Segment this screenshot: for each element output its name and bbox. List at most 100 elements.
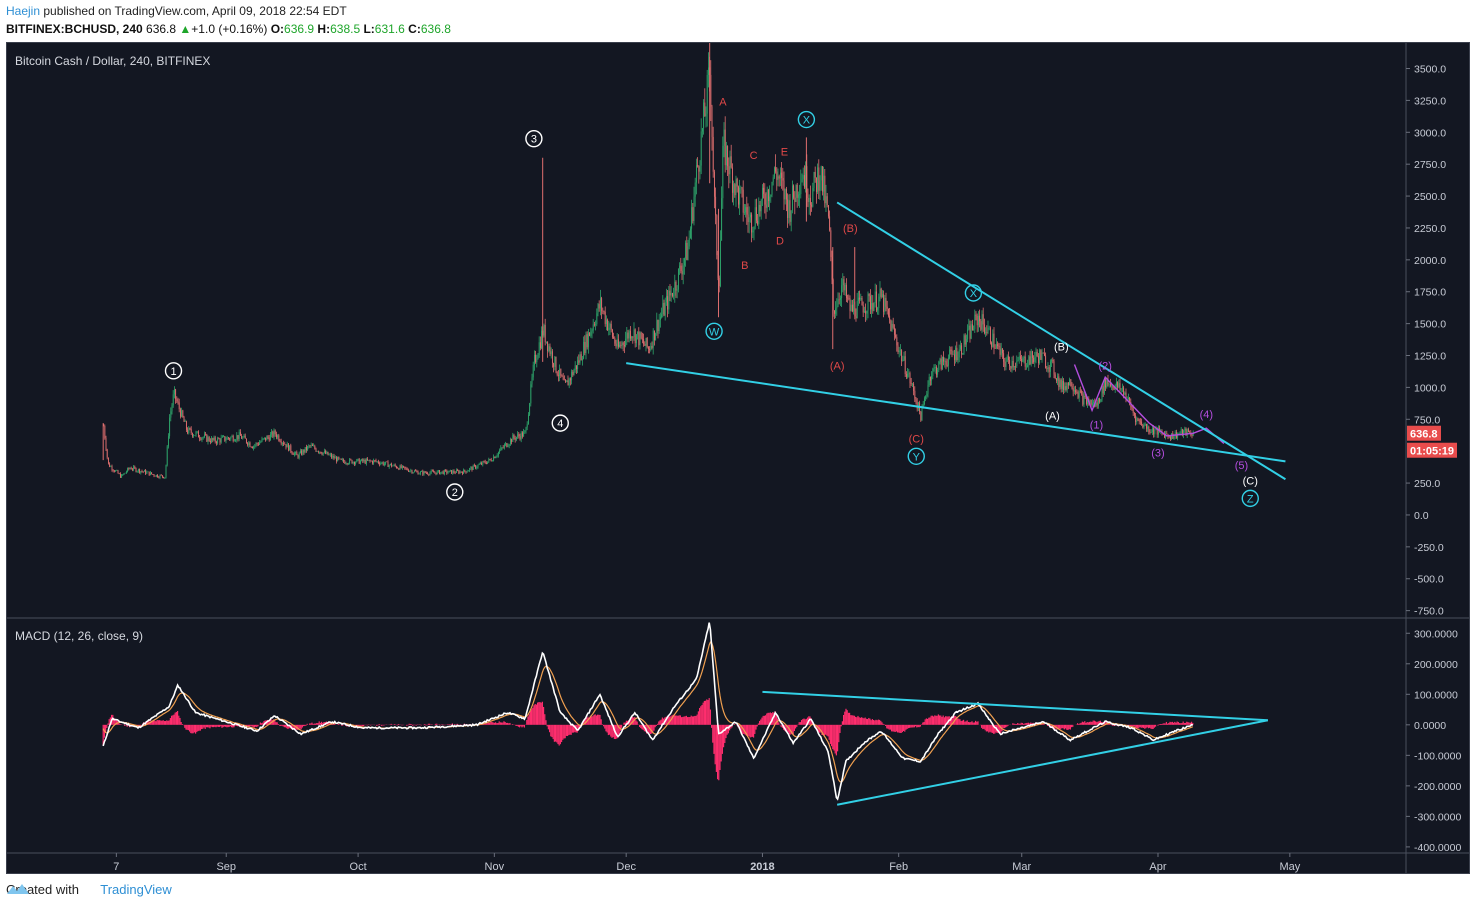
candle-body	[958, 349, 960, 358]
candle-body	[218, 438, 220, 440]
candle-body	[319, 451, 321, 453]
close-value: 636.8	[420, 22, 451, 36]
candle-body	[1053, 361, 1055, 375]
candle-body	[323, 451, 325, 453]
candle-body	[1058, 376, 1060, 387]
candle-body	[1108, 383, 1110, 385]
candle-body	[1109, 383, 1111, 386]
candle-body	[867, 293, 869, 311]
candle-body	[1027, 365, 1029, 367]
candle-body	[763, 187, 765, 194]
chart-stage[interactable]: 3500.0 3250.0 3000.0 2750.0 2500.0 2250.0 2000…	[6, 42, 1470, 874]
candle-body	[442, 471, 444, 475]
candle-body	[693, 196, 695, 222]
candle-body	[392, 465, 394, 467]
candle-body	[242, 437, 244, 439]
candle-body	[935, 367, 937, 375]
candle-body	[233, 440, 235, 442]
candle-body	[1100, 399, 1102, 402]
candle-body	[279, 440, 281, 442]
candle-body	[219, 439, 221, 443]
candle-body	[494, 456, 496, 459]
candle-body	[231, 436, 233, 438]
candle-body	[418, 473, 420, 475]
candle-body	[854, 304, 856, 317]
candle-body	[123, 473, 125, 475]
candle-body	[314, 445, 316, 449]
candle-body	[921, 407, 923, 421]
candle-body	[1132, 408, 1134, 413]
candle-body	[409, 470, 411, 472]
candle-body	[664, 302, 666, 316]
candle-body	[188, 428, 190, 434]
author-link[interactable]: Haejin	[6, 4, 41, 18]
candle-body	[634, 329, 636, 344]
candle-body	[435, 472, 437, 475]
candle-body	[304, 446, 306, 453]
candle-body	[964, 335, 966, 345]
candle-body	[226, 437, 228, 440]
candle-body	[796, 184, 798, 198]
candle-body	[1067, 382, 1069, 386]
candle-body	[583, 341, 585, 359]
candle-body	[487, 461, 489, 464]
candle-body	[1180, 429, 1182, 434]
candle-body	[1005, 361, 1007, 367]
candle-body	[208, 437, 210, 442]
candle-body	[1113, 387, 1115, 390]
candle-body	[1111, 384, 1113, 386]
candle-body	[893, 327, 895, 335]
candle-body	[752, 230, 754, 233]
symbol-name[interactable]: BITFINEX:BCHUSD, 240	[6, 22, 143, 36]
candle-body	[389, 463, 391, 465]
candle-body	[197, 431, 199, 438]
candle-body	[808, 197, 810, 202]
candle-body	[350, 459, 352, 460]
candle-body	[911, 383, 913, 385]
candle-body	[925, 396, 927, 399]
candle-body	[1137, 418, 1139, 420]
candle-body	[633, 329, 635, 337]
candle-body	[283, 442, 285, 445]
candle-body	[1117, 382, 1119, 388]
candle-body	[860, 297, 862, 300]
candle-body	[255, 443, 257, 446]
candle-body	[169, 417, 171, 437]
tradingview-link[interactable]: TradingView	[100, 882, 172, 897]
candle-body	[407, 470, 409, 472]
candle-body	[472, 465, 474, 470]
chart-svg[interactable]: 3500.03250.03000.02750.02500.02250.02000…	[7, 43, 1469, 873]
candle-body	[394, 464, 396, 467]
candle-body	[689, 228, 691, 238]
candle-body	[471, 467, 473, 470]
candle-body	[140, 471, 142, 473]
candle-body	[721, 198, 723, 241]
last-price-tag	[1407, 425, 1441, 441]
candle-body	[400, 465, 402, 469]
candle-body	[967, 329, 969, 340]
candle-body	[674, 281, 676, 296]
high-value: 638.5	[330, 22, 361, 36]
candle-body	[190, 429, 192, 434]
candle-body	[1168, 436, 1170, 437]
candle-body	[537, 354, 539, 360]
candle-body	[910, 383, 912, 384]
candle-body	[953, 354, 955, 360]
candle-body	[230, 437, 232, 440]
candle-body	[134, 466, 136, 469]
candle-body	[395, 466, 397, 468]
candle-body	[729, 156, 731, 175]
candle-body	[573, 370, 575, 376]
candle-body	[811, 204, 813, 207]
candle-body	[701, 128, 703, 132]
candle-body	[313, 445, 315, 447]
candle-body	[743, 212, 745, 213]
candle-body	[928, 377, 930, 386]
candle-body	[196, 431, 198, 433]
candle-body	[760, 199, 762, 212]
candle-body	[979, 315, 981, 322]
candle-body	[560, 368, 562, 376]
candle-body	[697, 165, 699, 167]
candle-body	[155, 474, 157, 477]
candle-body	[1009, 359, 1011, 367]
